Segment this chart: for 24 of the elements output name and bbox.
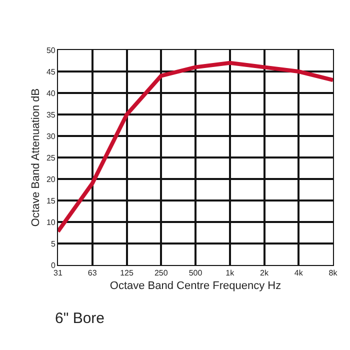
text: 6" Bore: [55, 310, 105, 327]
x-tick-label: 31: [54, 268, 63, 278]
y-tick-label: 25: [46, 153, 56, 162]
y-tick-label: 0: [50, 260, 56, 270]
y-tick-label: 50: [46, 46, 56, 55]
y-tick-label: 30: [46, 132, 56, 141]
y-tick-label: 5: [50, 239, 56, 248]
x-axis-title: Octave Band Centre Frequency Hz: [110, 280, 282, 292]
x-tick-label: 500: [188, 268, 203, 278]
y-tick-label: 20: [46, 174, 56, 184]
x-tick-label: 250: [154, 268, 168, 278]
x-tick-label: 4k: [294, 268, 304, 278]
x-tick-label: 125: [120, 268, 134, 278]
y-tick-label: 15: [46, 196, 56, 206]
x-tick-label: 63: [88, 268, 98, 278]
line-series: [58, 60, 333, 234]
y-tick-label: 45: [46, 67, 56, 76]
y-axis-title: Octave Band Attenuation dB: [30, 88, 42, 227]
x-tick-label: 1k: [226, 268, 236, 278]
y-tick-label: 40: [46, 88, 56, 98]
y-tick-label: 35: [46, 110, 56, 120]
x-tick-label: 8k: [328, 268, 338, 278]
x-tick-label: 2k: [260, 268, 270, 278]
y-tick-label: 10: [46, 218, 56, 227]
